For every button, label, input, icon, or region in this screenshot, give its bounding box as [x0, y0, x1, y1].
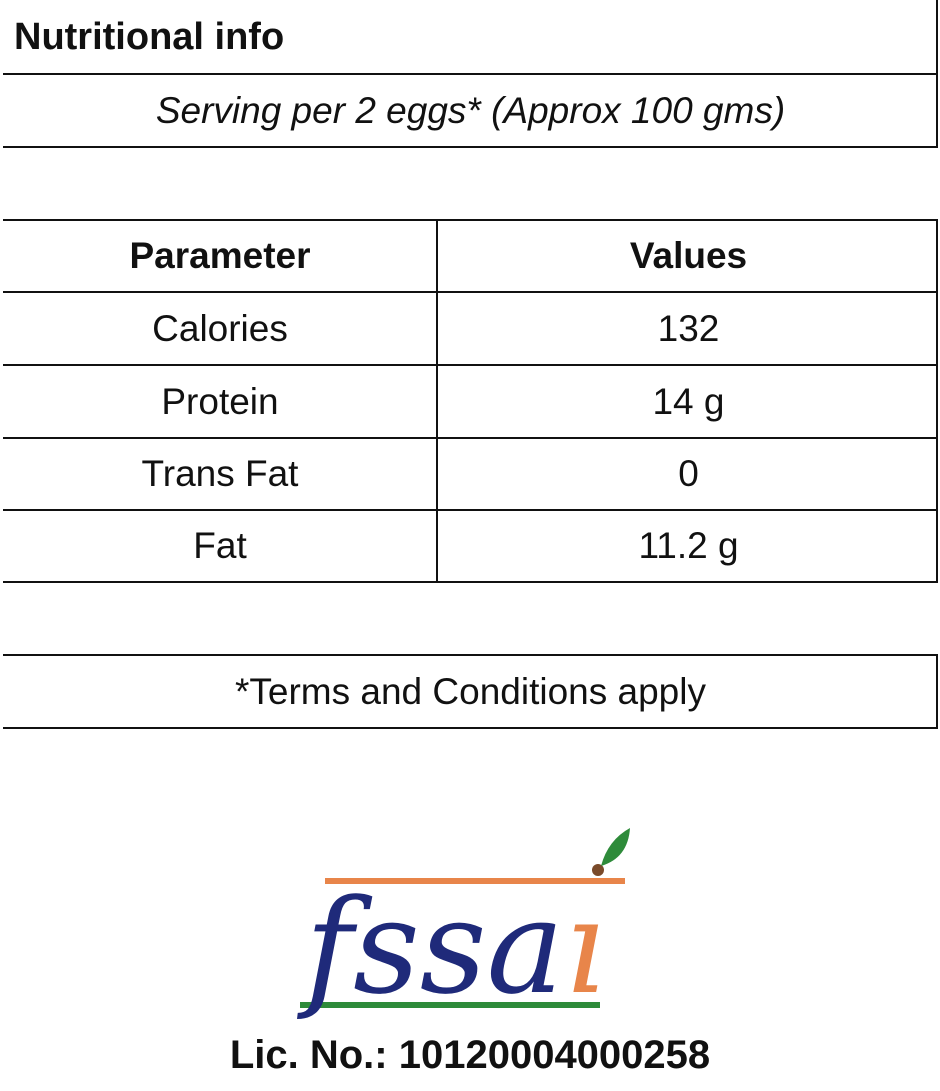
column-header-parameter: Parameter — [129, 235, 311, 276]
license-number: Lic. No.: 10120004000258 — [229, 1032, 711, 1077]
table-cell-parameter: Trans Fat — [141, 453, 299, 494]
table-cell-parameter: Calories — [152, 307, 288, 349]
divider — [3, 146, 938, 148]
logo-text: fssaı — [297, 871, 606, 1020]
divider — [3, 219, 938, 221]
table-cell-value: 11.2 g — [638, 525, 739, 566]
divider — [3, 654, 938, 656]
border — [936, 655, 938, 728]
terms-note: *Terms and Conditions apply — [235, 670, 706, 712]
divider — [3, 364, 938, 366]
table-cell-parameter: Protein — [161, 380, 279, 422]
divider — [3, 509, 938, 511]
divider — [3, 291, 938, 293]
divider — [3, 437, 938, 439]
logo-green-stripe — [300, 1002, 600, 1008]
table-cell-value: 132 — [657, 307, 720, 349]
table-cell-value: 14 g — [652, 380, 725, 422]
table-cell-parameter: Fat — [193, 525, 247, 566]
logo-seed-icon — [592, 864, 604, 876]
divider — [3, 581, 938, 583]
leaf-icon — [601, 828, 630, 866]
column-header-values: Values — [629, 235, 748, 276]
fssai-logo: fssaı — [297, 828, 630, 1020]
table-cell-value: 0 — [678, 453, 699, 494]
divider — [3, 727, 938, 729]
column-divider — [436, 219, 438, 583]
logo-orange-stripe — [325, 878, 625, 884]
serving-info: Serving per 2 eggs* (Approx 100 gms) — [155, 89, 786, 131]
divider — [3, 73, 938, 75]
border — [936, 219, 938, 583]
page-title: Nutritional info — [14, 15, 285, 58]
